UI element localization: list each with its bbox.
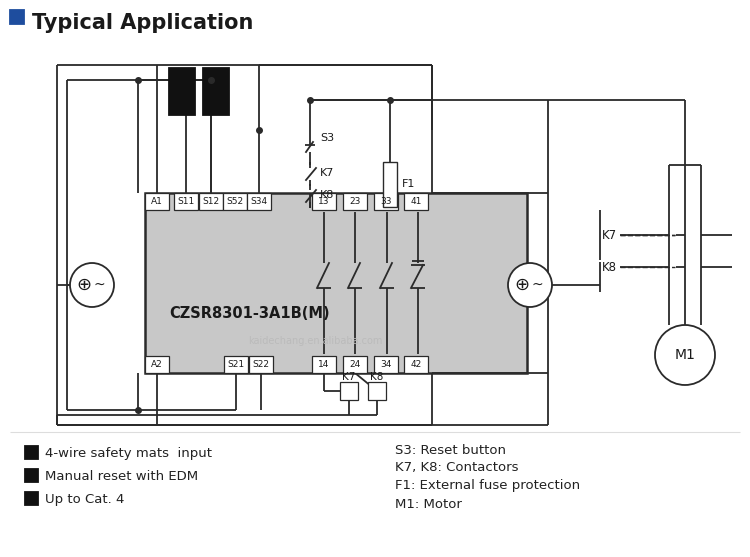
Text: K7: K7 xyxy=(320,168,334,178)
Text: ~: ~ xyxy=(531,278,543,292)
Text: kaidechang.en.alibaba.com: kaidechang.en.alibaba.com xyxy=(248,336,382,346)
Text: Up to Cat. 4: Up to Cat. 4 xyxy=(45,492,125,506)
Text: M1: M1 xyxy=(674,348,695,362)
Bar xyxy=(25,469,38,482)
Text: K7: K7 xyxy=(602,228,617,242)
Text: K7, K8: Contactors: K7, K8: Contactors xyxy=(395,462,518,475)
Circle shape xyxy=(70,263,114,307)
Text: K7: K7 xyxy=(342,372,355,382)
Bar xyxy=(247,193,271,210)
Bar xyxy=(312,193,336,210)
Text: 42: 42 xyxy=(410,360,422,369)
Text: ⊕: ⊕ xyxy=(514,276,529,294)
Bar xyxy=(25,492,38,505)
Bar xyxy=(249,356,273,373)
Bar xyxy=(368,382,386,400)
Text: S3: S3 xyxy=(320,133,334,143)
Bar xyxy=(169,68,195,115)
Bar xyxy=(343,193,367,210)
Text: ~: ~ xyxy=(93,278,105,292)
Bar xyxy=(145,356,169,373)
Circle shape xyxy=(655,325,715,385)
Bar xyxy=(374,193,398,210)
Bar xyxy=(145,193,527,373)
Text: 24: 24 xyxy=(350,360,361,369)
Bar xyxy=(340,382,358,400)
Text: 34: 34 xyxy=(380,360,392,369)
Text: S22: S22 xyxy=(253,360,269,369)
Text: K8: K8 xyxy=(320,190,334,200)
Bar xyxy=(312,356,336,373)
Text: 41: 41 xyxy=(410,197,422,206)
Text: 14: 14 xyxy=(318,360,330,369)
Text: S21: S21 xyxy=(227,360,244,369)
Bar xyxy=(223,193,247,210)
Text: S11: S11 xyxy=(178,197,195,206)
Bar xyxy=(404,193,428,210)
Text: A2: A2 xyxy=(152,360,163,369)
Text: M1: Motor: M1: Motor xyxy=(395,497,462,511)
Bar xyxy=(203,68,229,115)
Text: CZSR8301-3A1B(M): CZSR8301-3A1B(M) xyxy=(170,305,330,320)
Text: ⊕: ⊕ xyxy=(76,276,92,294)
Bar xyxy=(174,193,198,210)
Bar xyxy=(199,193,223,210)
Bar xyxy=(404,356,428,373)
Text: 33: 33 xyxy=(380,197,392,206)
Bar xyxy=(25,446,38,459)
Text: S12: S12 xyxy=(202,197,220,206)
Bar xyxy=(343,356,367,373)
Text: 13: 13 xyxy=(318,197,330,206)
Text: K8: K8 xyxy=(370,372,384,382)
Bar xyxy=(145,193,169,210)
Bar xyxy=(374,356,398,373)
Text: A1: A1 xyxy=(151,197,163,206)
Bar xyxy=(224,356,248,373)
Text: S52: S52 xyxy=(226,197,244,206)
Bar xyxy=(10,10,24,24)
Text: 4-wire safety mats  input: 4-wire safety mats input xyxy=(45,447,212,460)
Text: F1: External fuse protection: F1: External fuse protection xyxy=(395,480,580,492)
Text: 23: 23 xyxy=(350,197,361,206)
Text: F1: F1 xyxy=(402,179,416,189)
Text: S3: Reset button: S3: Reset button xyxy=(395,443,506,457)
Text: K8: K8 xyxy=(602,261,617,273)
Text: S34: S34 xyxy=(251,197,268,206)
Text: Typical Application: Typical Application xyxy=(32,13,254,33)
Circle shape xyxy=(508,263,552,307)
Bar xyxy=(383,162,397,207)
Text: Manual reset with EDM: Manual reset with EDM xyxy=(45,470,198,482)
